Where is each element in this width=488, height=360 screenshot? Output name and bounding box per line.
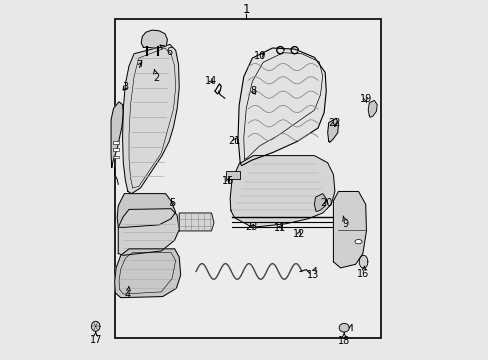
Text: 3: 3 [122, 82, 128, 92]
Text: 4: 4 [124, 287, 131, 300]
Polygon shape [122, 44, 179, 194]
Text: 22: 22 [328, 118, 341, 128]
Bar [115, 19, 380, 338]
Polygon shape [339, 323, 348, 332]
Ellipse shape [354, 239, 362, 244]
Text: 20: 20 [320, 198, 332, 208]
Bar [113, 156, 119, 158]
Text: 7: 7 [136, 60, 142, 70]
Text: 13: 13 [306, 267, 318, 280]
Text: 12: 12 [292, 229, 305, 239]
Polygon shape [118, 209, 179, 255]
Bar [113, 141, 119, 144]
Text: 16: 16 [357, 266, 369, 279]
Text: 18: 18 [337, 333, 349, 346]
Polygon shape [230, 156, 334, 227]
Bar [225, 171, 240, 179]
Polygon shape [333, 192, 366, 268]
Polygon shape [359, 255, 367, 268]
Polygon shape [91, 321, 100, 331]
Text: 11: 11 [273, 224, 285, 233]
Polygon shape [117, 194, 175, 227]
Text: 23: 23 [245, 222, 257, 232]
Polygon shape [111, 102, 123, 167]
Text: 6: 6 [160, 45, 172, 57]
Text: 14: 14 [205, 76, 217, 86]
Text: 10: 10 [253, 51, 265, 61]
Text: 1: 1 [242, 3, 249, 16]
Polygon shape [141, 30, 167, 48]
Polygon shape [179, 213, 214, 231]
Polygon shape [327, 118, 338, 142]
Polygon shape [367, 100, 376, 117]
Text: 21: 21 [228, 136, 240, 145]
Polygon shape [115, 249, 180, 298]
Text: 5: 5 [168, 198, 175, 208]
Text: 9: 9 [342, 216, 348, 229]
Text: 8: 8 [250, 86, 256, 96]
Text: 15: 15 [222, 176, 234, 186]
Bar [113, 148, 119, 151]
Polygon shape [314, 194, 325, 212]
Text: 19: 19 [359, 94, 371, 104]
Polygon shape [238, 48, 325, 166]
Text: 17: 17 [89, 332, 102, 345]
Text: 2: 2 [153, 70, 160, 83]
